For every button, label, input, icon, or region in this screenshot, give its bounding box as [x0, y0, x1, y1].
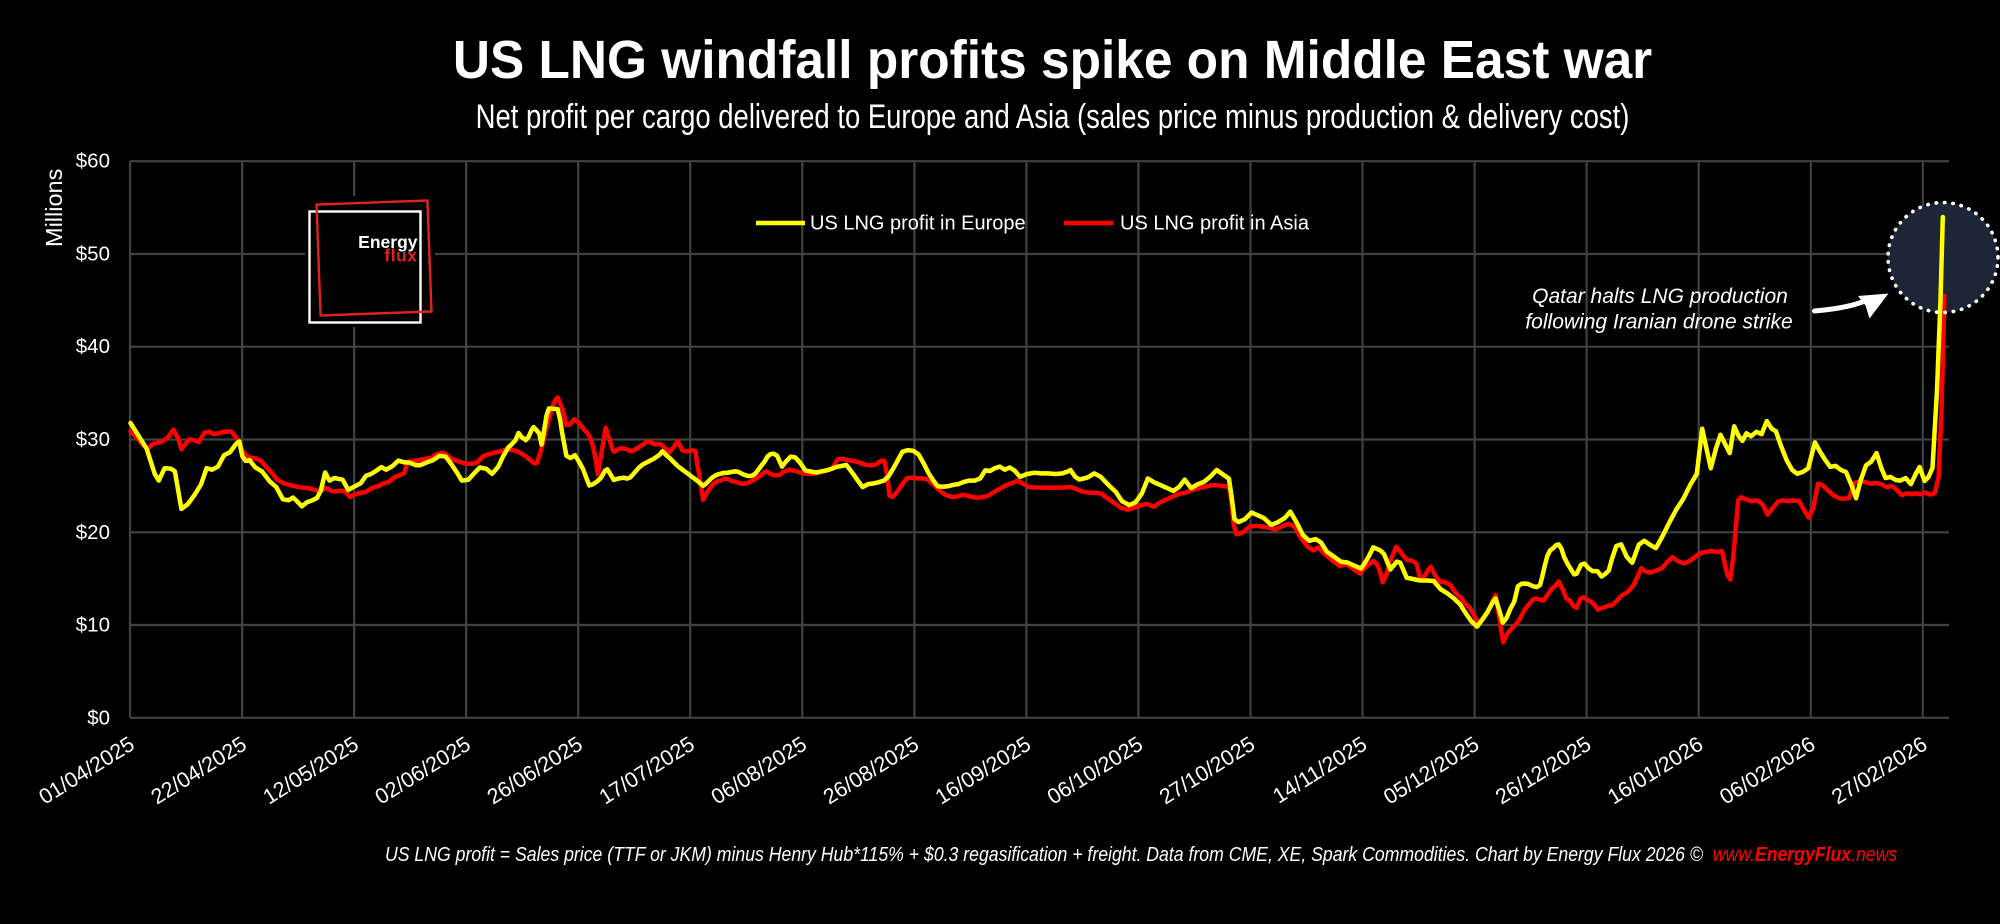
- svg-text:$60: $60: [76, 150, 110, 173]
- svg-text:Energy: Energy: [358, 232, 418, 252]
- svg-text:$20: $20: [76, 521, 110, 544]
- svg-text:US LNG windfall profits spike: US LNG windfall profits spike on Middle …: [453, 30, 1652, 90]
- svg-text:$50: $50: [76, 243, 110, 266]
- svg-text:$40: $40: [76, 335, 110, 358]
- svg-text:$0: $0: [87, 706, 110, 729]
- svg-text:$30: $30: [76, 428, 110, 451]
- svg-text:US LNG profit in Asia: US LNG profit in Asia: [1120, 213, 1310, 235]
- svg-text:US LNG profit in Europe: US LNG profit in Europe: [810, 213, 1026, 235]
- svg-text:following Iranian drone strike: following Iranian drone strike: [1525, 311, 1792, 334]
- svg-text:Net profit per cargo delivered: Net profit per cargo delivered to Europe…: [476, 97, 1630, 136]
- svg-text:Qatar halts LNG production: Qatar halts LNG production: [1532, 285, 1788, 308]
- svg-text:$10: $10: [76, 614, 110, 637]
- svg-text:US LNG profit = Sales price (T: US LNG profit = Sales price (TTF or JKM)…: [385, 844, 1898, 866]
- svg-text:flux: flux: [384, 246, 417, 266]
- svg-text:Millions: Millions: [41, 169, 67, 247]
